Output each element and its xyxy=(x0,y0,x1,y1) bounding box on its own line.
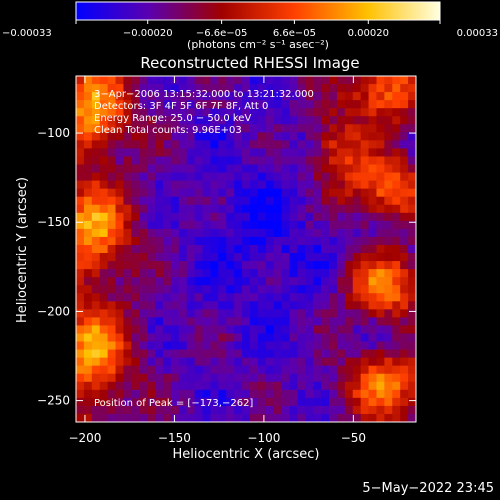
chart-title: Reconstructed RHESSI Image xyxy=(140,54,359,72)
x-tick-label: −100 xyxy=(247,431,280,445)
colorbar-tick-label: −6.6e−05 xyxy=(196,28,248,39)
x-axis-ticks: −200 −150 −100 −50 xyxy=(68,76,366,445)
colorbar-tick-label: 6.6e−05 xyxy=(273,28,316,39)
colorbar-tick-label: −0.00033 xyxy=(2,28,52,39)
annotation-line: 3−Apr−2006 13:15:32.000 to 13:21:32.000 xyxy=(94,89,314,100)
heatmap-image xyxy=(76,76,417,423)
y-tick-label: −150 xyxy=(37,215,70,229)
y-axis-ticks: −100 −150 −200 −250 xyxy=(37,126,416,408)
colorbar-tick-label: −0.00020 xyxy=(123,28,173,39)
y-tick-label: −250 xyxy=(37,394,70,408)
colorbar-ticks: −0.00033 −0.00020 −6.6e−05 6.6e−05 0.00020 0.… xyxy=(2,20,498,39)
colorbar-tick-label: 0.00033 xyxy=(457,28,498,39)
plot-frame xyxy=(75,75,417,423)
y-tick-label: −200 xyxy=(37,304,70,318)
x-axis-label: Heliocentric X (arcsec) xyxy=(173,447,320,462)
colorbar xyxy=(75,1,441,21)
annotations: 3−Apr−2006 13:15:32.000 to 13:21:32.000D… xyxy=(94,89,314,136)
colorbar-tick-label: 0.00020 xyxy=(348,28,389,39)
annotation-line: Energy Range: 25.0 − 50.0 keV xyxy=(94,113,251,124)
peak-position-label: Position of Peak = [−173,−262] xyxy=(94,398,253,409)
colorbar-unit-label: (photons cm⁻² s⁻¹ asec⁻²) xyxy=(187,38,329,51)
x-tick-label: −150 xyxy=(158,431,191,445)
y-tick-label: −100 xyxy=(37,126,70,140)
annotation-line: Clean Total counts: 9.96E+03 xyxy=(94,125,242,136)
footer-date: 5−May−2022 23:45 xyxy=(362,481,494,496)
annotation-line: Detectors: 3F 4F 5F 6F 7F 8F, Att 0 xyxy=(94,101,268,112)
x-tick-label: −200 xyxy=(68,431,101,445)
x-tick-label: −50 xyxy=(341,431,366,445)
y-axis-label: Heliocentric Y (arcsec) xyxy=(15,177,30,323)
